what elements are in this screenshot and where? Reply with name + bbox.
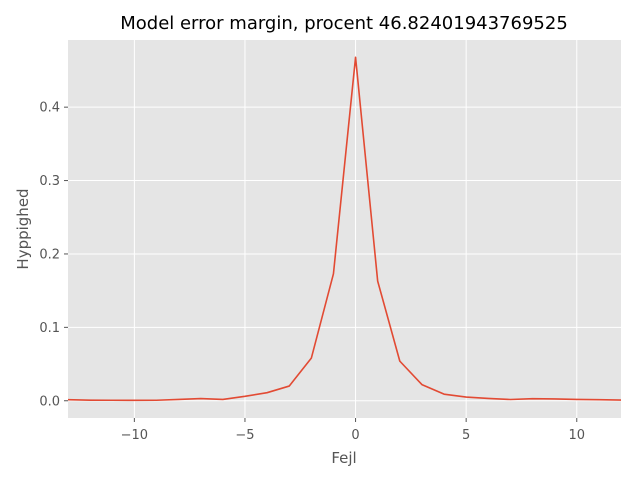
series-layer xyxy=(67,56,622,402)
x-tick-label: 0 xyxy=(351,428,359,443)
grid xyxy=(68,40,621,418)
y-tick-label: 0.1 xyxy=(39,321,60,336)
y-tick-label: 0.4 xyxy=(39,101,60,116)
x-tick-label: 5 xyxy=(462,428,470,443)
x-tick-label: −5 xyxy=(235,428,254,443)
y-tick-label: 0.0 xyxy=(39,394,60,409)
y-tick-label: 0.2 xyxy=(39,247,60,262)
chart-title: Model error margin, procent 46.824019437… xyxy=(120,13,568,34)
x-tick-label: 10 xyxy=(568,428,585,443)
y-tick-label: 0.3 xyxy=(39,174,60,189)
ticks: −10 −5 0 5 10 0.0 0.1 0.2 0.3 0.4 xyxy=(39,101,585,443)
x-axis-label: Fejl xyxy=(331,449,356,467)
y-axis-label: Hyppighed xyxy=(14,188,32,269)
x-tick-label: −10 xyxy=(121,428,148,443)
plot-area xyxy=(68,40,621,418)
series-line xyxy=(67,56,622,402)
